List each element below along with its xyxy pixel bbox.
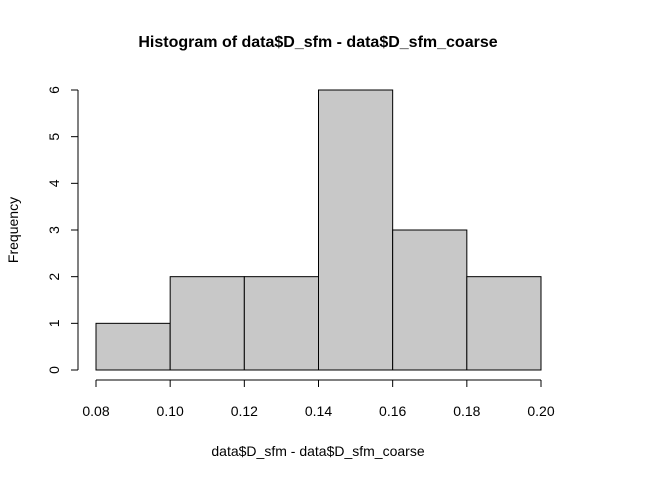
histogram-bar [169, 276, 245, 371]
y-tick-label: 4 [46, 179, 62, 187]
x-tick-label: 0.12 [231, 403, 258, 419]
y-tick-label: 2 [46, 273, 62, 281]
y-tick-label: 3 [46, 226, 62, 234]
bars-group [95, 89, 542, 371]
x-tick-label: 0.10 [157, 403, 184, 419]
histogram-bar [318, 89, 394, 371]
histogram-bar [243, 276, 319, 371]
y-tick-label: 6 [46, 86, 62, 94]
chart-title: Histogram of data$D_sfm - data$D_sfm_coa… [138, 34, 497, 51]
y-axis-label: Frequency [5, 197, 21, 263]
x-tick-label: 0.08 [82, 403, 109, 419]
y-tick-label: 5 [46, 133, 62, 141]
histogram-bar [466, 276, 542, 371]
x-tick-label: 0.18 [453, 403, 480, 419]
x-axis-label: data$D_sfm - data$D_sfm_coarse [211, 443, 424, 459]
x-tick-label: 0.14 [305, 403, 332, 419]
histogram-bar [95, 322, 171, 371]
y-axis: 0 1 2 3 4 5 6 [46, 86, 79, 374]
x-tick-label: 0.20 [527, 403, 554, 419]
y-tick-label: 0 [46, 366, 62, 374]
x-tick-label: 0.16 [379, 403, 406, 419]
y-tick-label: 1 [46, 319, 62, 327]
histogram-bar [392, 229, 468, 371]
x-axis: 0.08 0.10 0.12 0.14 0.16 0.18 0.20 [82, 379, 555, 419]
